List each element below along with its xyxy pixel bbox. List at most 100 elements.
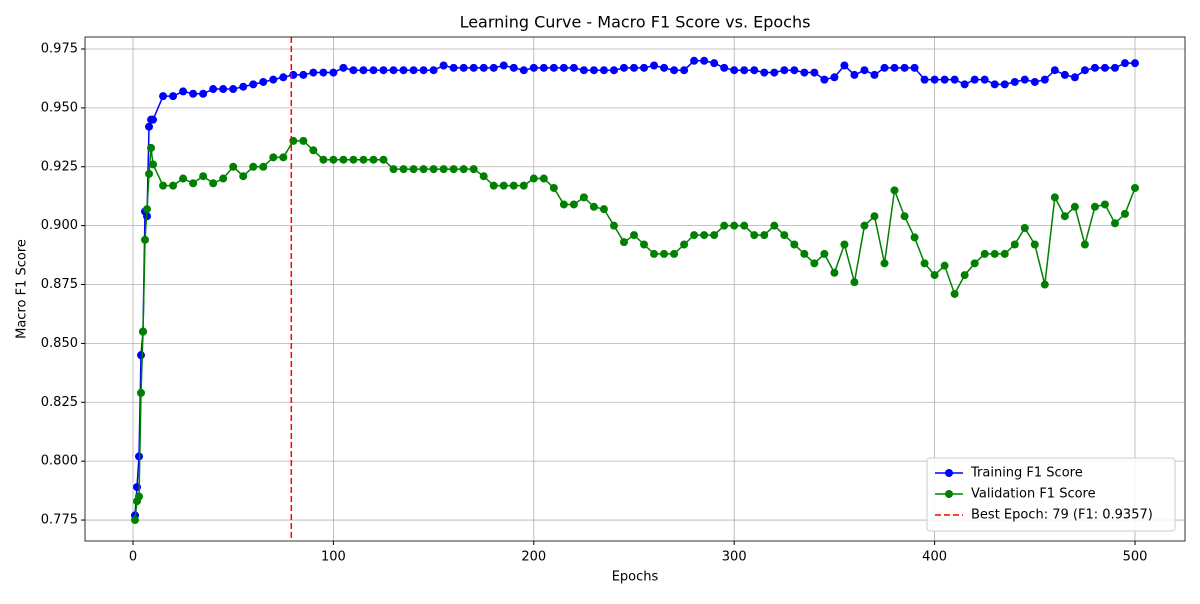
point [920, 259, 929, 268]
point [449, 63, 458, 72]
point [900, 212, 909, 221]
point [970, 259, 979, 268]
point [519, 181, 528, 190]
x-tick-label: 300 [722, 550, 747, 565]
legend-marker [945, 469, 953, 477]
point [1120, 59, 1129, 68]
point [660, 249, 669, 258]
point [379, 66, 388, 75]
point [1131, 183, 1139, 192]
point [770, 68, 779, 77]
y-tick-label: 0.900 [41, 218, 78, 233]
point [589, 66, 598, 75]
point [469, 165, 478, 174]
point [820, 75, 829, 84]
point [599, 66, 608, 75]
point [479, 172, 488, 181]
point [850, 70, 859, 79]
point [960, 80, 969, 89]
point [810, 259, 819, 268]
y-axis-label: Macro F1 Score [15, 239, 30, 339]
x-tick-label: 200 [521, 550, 546, 565]
point [1040, 75, 1049, 84]
point [720, 221, 729, 230]
point [539, 174, 548, 183]
point [579, 66, 588, 75]
point [870, 70, 879, 79]
point [399, 165, 408, 174]
point [269, 153, 278, 162]
point [1060, 70, 1069, 79]
point [1000, 249, 1009, 258]
y-tick-label: 0.800 [41, 454, 78, 469]
point [1000, 80, 1009, 89]
point [780, 66, 789, 75]
point [219, 85, 228, 94]
x-axis-label: Epochs [612, 570, 659, 585]
point [950, 75, 959, 84]
point [629, 63, 638, 72]
point [329, 155, 338, 164]
point [229, 162, 238, 171]
point [1120, 209, 1129, 218]
point [429, 165, 438, 174]
point [1010, 77, 1019, 86]
point [770, 221, 779, 230]
point [710, 231, 719, 240]
point [137, 351, 146, 360]
plot-frame [84, 36, 1186, 542]
point [419, 165, 428, 174]
point [730, 221, 739, 230]
point [289, 136, 298, 145]
point [329, 68, 338, 77]
point [1030, 77, 1039, 86]
point [850, 278, 859, 287]
point [980, 75, 989, 84]
point [920, 75, 929, 84]
point [389, 66, 398, 75]
point [569, 200, 578, 209]
point [930, 75, 939, 84]
point [239, 172, 248, 181]
point [960, 271, 969, 280]
point [319, 68, 328, 77]
x-tick-label: 0 [129, 550, 137, 565]
point [680, 66, 689, 75]
point [189, 179, 198, 188]
point [1060, 212, 1069, 221]
point [810, 68, 819, 77]
point [650, 249, 659, 258]
point [499, 181, 508, 190]
point [670, 66, 679, 75]
point [830, 73, 839, 82]
point [740, 221, 749, 230]
point [399, 66, 408, 75]
legend-label: Validation F1 Score [971, 487, 1096, 502]
chart-title: Learning Curve - Macro F1 Score vs. Epoc… [460, 13, 811, 32]
point [199, 172, 208, 181]
point [249, 80, 258, 89]
y-tick-label: 0.825 [41, 395, 78, 410]
point [135, 452, 144, 461]
point [141, 235, 150, 244]
point [790, 66, 799, 75]
point [259, 77, 268, 86]
point [800, 68, 809, 77]
point [780, 231, 789, 240]
point [559, 200, 568, 209]
point [990, 80, 999, 89]
point [499, 61, 508, 70]
point [489, 63, 498, 72]
point [159, 181, 168, 190]
point [900, 63, 909, 72]
point [169, 181, 178, 190]
point [289, 70, 298, 79]
point [860, 66, 869, 75]
point [1131, 59, 1139, 68]
point [369, 155, 378, 164]
point [840, 61, 849, 70]
point [1100, 200, 1109, 209]
x-tick-label: 500 [1123, 550, 1148, 565]
point [189, 89, 198, 98]
point [1020, 75, 1029, 84]
